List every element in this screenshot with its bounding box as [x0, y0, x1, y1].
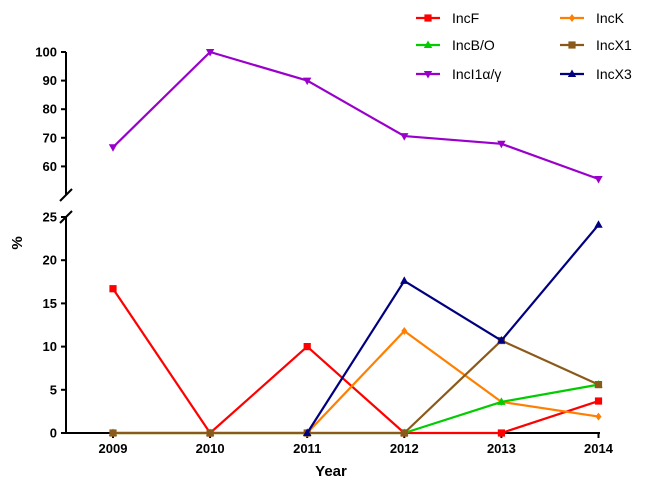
y-tick-label: 25 — [43, 210, 57, 225]
y-tick-label: 20 — [43, 253, 57, 268]
legend-item: IncX1 — [560, 37, 632, 53]
y-axis-title: % — [9, 236, 26, 249]
series-inci1 — [108, 49, 603, 184]
legend-swatch-marker — [424, 14, 432, 22]
y-tick-label: 10 — [43, 339, 57, 354]
data-point — [109, 429, 117, 437]
series-incx3 — [303, 220, 603, 436]
series-line — [112, 288, 599, 435]
x-tick-label: 2009 — [99, 441, 128, 456]
legend-swatch-marker — [567, 69, 577, 77]
y-tick-label: 100 — [35, 45, 57, 60]
legend-label: IncF — [452, 10, 479, 26]
x-axis-title: Year — [315, 463, 347, 480]
series-line — [113, 329, 599, 435]
data-point — [303, 77, 312, 86]
legend-label: IncI1α/γ — [452, 66, 501, 82]
legend-item: IncF — [416, 10, 479, 26]
legend-item: IncB/O — [416, 37, 495, 53]
legend-swatch-marker — [569, 14, 575, 22]
y-tick-label: 90 — [43, 73, 57, 88]
legend-label: IncX1 — [596, 37, 632, 53]
data-point — [401, 327, 408, 336]
series-incx1 — [109, 336, 603, 437]
data-point — [400, 133, 409, 141]
data-point — [594, 220, 603, 228]
legend-label: IncX3 — [596, 66, 632, 82]
data-point — [206, 429, 214, 437]
data-point — [497, 140, 506, 149]
series-inck — [110, 327, 602, 437]
data-point — [497, 397, 506, 405]
legend-item: IncK — [560, 10, 625, 26]
data-point — [497, 336, 506, 344]
data-point — [594, 381, 603, 389]
data-point — [595, 412, 602, 421]
data-point — [497, 429, 505, 437]
legend-swatch-marker — [568, 41, 576, 49]
legend-label: IncK — [596, 10, 625, 26]
x-tick-label: 2014 — [584, 441, 614, 456]
x-tick-label: 2013 — [487, 441, 516, 456]
series-line — [113, 339, 599, 435]
data-point — [205, 49, 215, 57]
series-line — [306, 224, 600, 434]
data-point — [303, 343, 311, 351]
data-point — [594, 397, 603, 405]
axis-break-mark — [59, 188, 73, 202]
x-tick-label: 2011 — [293, 441, 321, 456]
series-line — [112, 50, 599, 181]
data-point — [303, 428, 312, 436]
data-point — [594, 175, 603, 184]
data-point — [108, 144, 118, 152]
legend-label: IncB/O — [452, 37, 495, 53]
x-tick-label: 2012 — [390, 441, 419, 456]
y-tick-label: 5 — [50, 382, 57, 397]
y-tick-label: 70 — [43, 130, 57, 145]
data-point — [400, 276, 409, 284]
y-tick-label: 60 — [43, 159, 57, 174]
legend: IncF IncK IncB/O IncX1 IncI1α/γ IncX3 — [416, 10, 632, 82]
y-tick-label: 0 — [50, 426, 57, 441]
series-layer — [108, 49, 603, 437]
y-tick-label: 80 — [43, 102, 57, 117]
y-tick-label: 15 — [43, 296, 57, 311]
axes: 60 70 80 90 100 0 5 10 15 20 25 2009 2010 2011 2012 201… — [35, 45, 613, 457]
legend-swatch-marker — [423, 71, 433, 79]
legend-item: IncX3 — [560, 66, 632, 82]
legend-swatch-marker — [423, 40, 433, 48]
legend-item: IncI1α/γ — [416, 66, 501, 82]
data-point — [109, 285, 117, 293]
x-tick-label: 2010 — [196, 441, 225, 456]
data-point — [400, 429, 408, 437]
